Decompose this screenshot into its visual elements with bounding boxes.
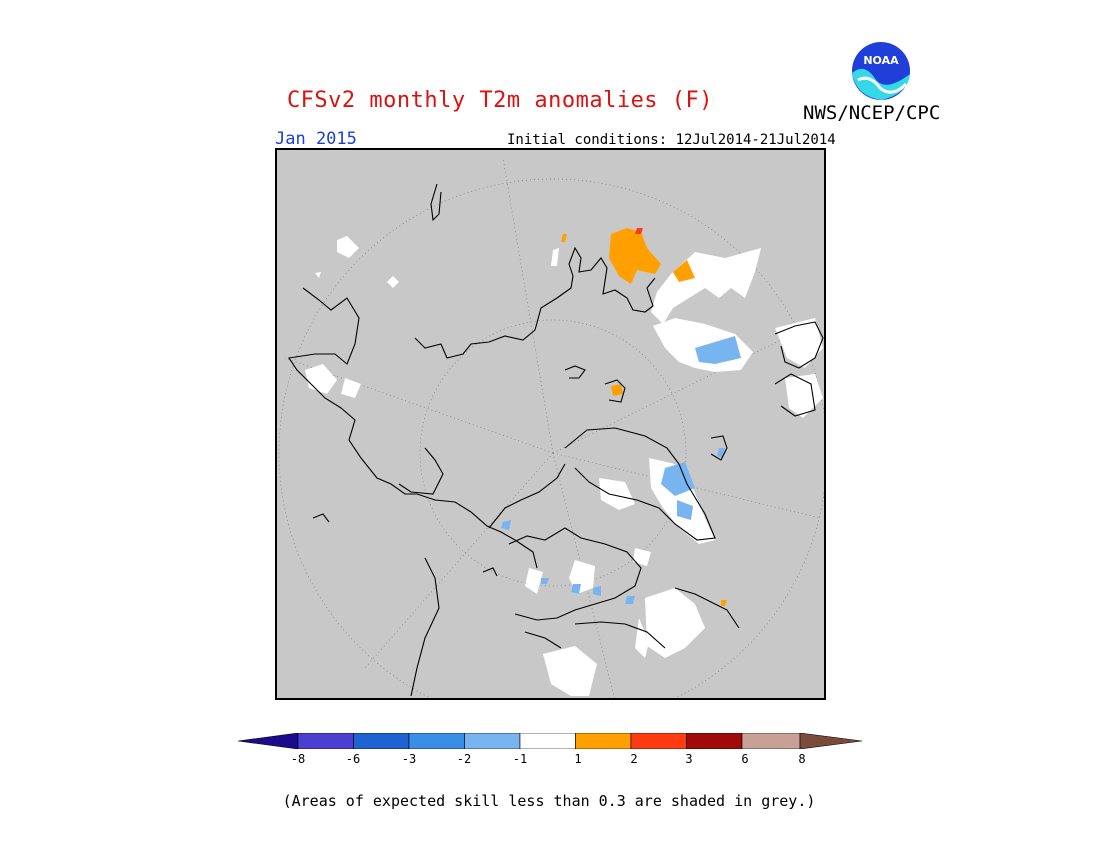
colorbar-cell-3-6 [686,733,743,749]
colorbar-tick-label: 1 [574,752,582,766]
forecast-month: Jan 2015 [275,129,357,149]
initial-conditions: Initial conditions: 12Jul2014-21Jul2014 [507,132,836,148]
colorbar-tick-label: -2 [456,752,472,766]
map-frame [275,148,826,700]
colorbar-cell-m2-m1 [464,733,521,749]
colorbar-cell-lt-8 [238,733,299,749]
colorbar-tick-label: -1 [512,752,528,766]
colorbar-tick-label: -6 [345,752,361,766]
colorbar-cell-6-8 [741,733,801,749]
colorbar-cell-1-2 [575,733,632,749]
colorbar-tick-label: 2 [630,752,638,766]
coastlines [288,183,824,697]
map-background [275,148,826,700]
skill-footnote: (Areas of expected skill less than 0.3 a… [282,792,816,810]
colorbar-tick-label: 8 [798,752,806,766]
colorbar-tick-label: 6 [741,752,749,766]
colorbar-tick-label: -8 [290,752,306,766]
anomaly-map [275,148,826,700]
colorbar-tick-label: -3 [401,752,417,766]
colorbar-cell-gt-8 [799,733,862,749]
colorbar-cell-m3-m2 [408,733,465,749]
agency-label: NWS/NCEP/CPC [803,102,941,124]
noaa-logo-text: NOAA [863,54,899,67]
map-title: CFSv2 monthly T2m anomalies (F) [286,88,714,113]
colorbar-tick-label: 3 [685,752,693,766]
colorbar-cell-m6-m3 [353,733,410,749]
colorbar-cell-2-3 [630,733,687,749]
noaa-logo: NOAA [851,41,911,101]
colorbar-cell-m8-m6 [297,733,354,749]
color-bar [238,733,862,749]
cold-anomaly-areas [501,336,741,604]
colorbar-cell-m1-1 [519,733,576,749]
warm-anomaly-areas [561,228,727,606]
strong-warm-areas [635,228,643,234]
